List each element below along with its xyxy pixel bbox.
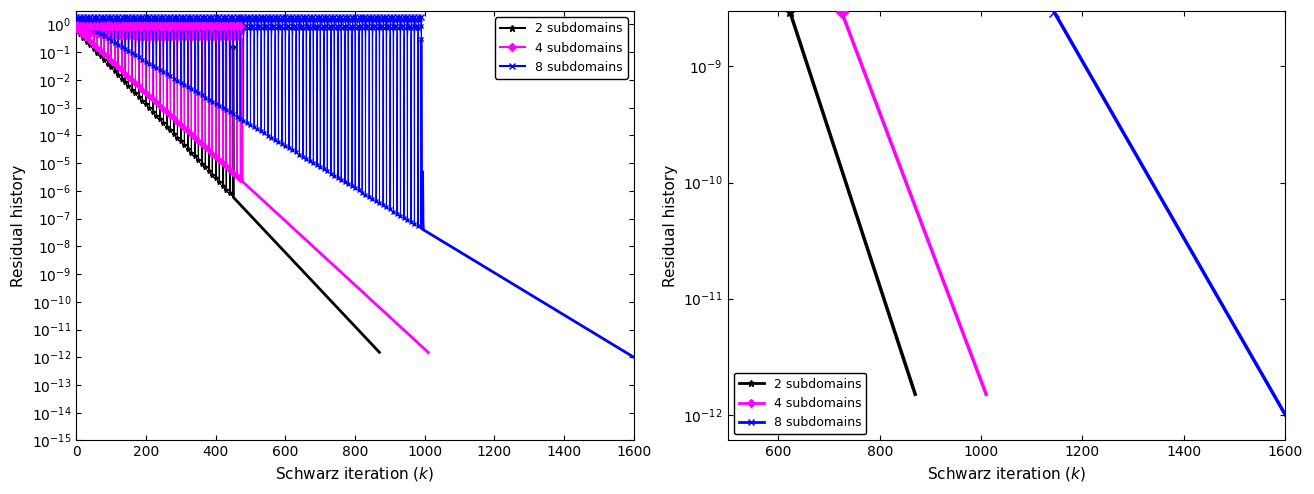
2 subdomains xyxy=(200,30,215,36)
4 subdomains xyxy=(158,25,173,31)
2 subdomains xyxy=(222,190,238,196)
2 subdomains xyxy=(845,200,861,206)
2 subdomains xyxy=(154,24,170,30)
4 subdomains xyxy=(962,347,978,353)
4 subdomains xyxy=(133,23,148,29)
2 subdomains xyxy=(76,28,92,34)
8 subdomains xyxy=(70,14,85,20)
Line: 4 subdomains: 4 subdomains xyxy=(74,24,244,181)
8 subdomains xyxy=(1242,349,1257,355)
Line: 8 subdomains: 8 subdomains xyxy=(1054,12,1285,415)
2 subdomains xyxy=(907,391,922,397)
4 subdomains xyxy=(941,292,957,298)
8 subdomains xyxy=(1116,131,1131,137)
8 subdomains xyxy=(1166,217,1181,223)
Y-axis label: Residual history: Residual history xyxy=(11,165,26,287)
4 subdomains xyxy=(853,60,869,66)
4 subdomains xyxy=(118,29,134,35)
8 subdomains xyxy=(304,20,319,26)
8 subdomains xyxy=(162,27,177,33)
8 subdomains xyxy=(1189,259,1205,265)
2 subdomains xyxy=(891,342,907,348)
X-axis label: Schwarz iteration $(k)$: Schwarz iteration $(k)$ xyxy=(276,465,435,483)
2 subdomains xyxy=(886,327,901,332)
2 subdomains xyxy=(903,377,918,383)
4 subdomains xyxy=(192,29,208,35)
8 subdomains xyxy=(121,24,137,30)
8 subdomains xyxy=(134,57,150,63)
8 subdomains xyxy=(1277,412,1293,418)
8 subdomains xyxy=(172,23,188,29)
8 subdomains xyxy=(414,36,430,42)
4 subdomains xyxy=(175,25,191,31)
Line: 4 subdomains: 4 subdomains xyxy=(842,12,987,394)
8 subdomains xyxy=(410,223,426,229)
Y-axis label: Residual history: Residual history xyxy=(662,165,678,287)
2 subdomains xyxy=(836,174,851,180)
4 subdomains xyxy=(175,23,191,29)
4 subdomains xyxy=(916,228,932,234)
4 subdomains xyxy=(234,36,250,42)
2 subdomains xyxy=(782,9,798,15)
Line: 2 subdomains: 2 subdomains xyxy=(790,12,915,394)
8 subdomains xyxy=(1093,92,1109,98)
4 subdomains xyxy=(979,391,995,397)
8 subdomains xyxy=(1046,9,1062,15)
4 subdomains xyxy=(834,9,850,15)
2 subdomains xyxy=(68,28,84,34)
2 subdomains xyxy=(70,22,85,28)
8 subdomains xyxy=(233,20,248,26)
X-axis label: Schwarz iteration $(k)$: Schwarz iteration $(k)$ xyxy=(926,465,1087,483)
Line: 2 subdomains: 2 subdomains xyxy=(74,23,235,196)
4 subdomains xyxy=(68,26,84,32)
4 subdomains xyxy=(70,23,85,29)
2 subdomains xyxy=(92,26,108,32)
Line: 8 subdomains: 8 subdomains xyxy=(74,15,423,229)
8 subdomains xyxy=(68,16,84,22)
2 subdomains xyxy=(175,22,191,28)
2 subdomains xyxy=(134,27,150,33)
Legend: 2 subdomains, 4 subdomains, 8 subdomains: 2 subdomains, 4 subdomains, 8 subdomains xyxy=(495,17,628,79)
4 subdomains xyxy=(854,64,870,70)
4 subdomains xyxy=(851,57,867,63)
8 subdomains xyxy=(1135,165,1151,170)
2 subdomains xyxy=(225,43,240,49)
4 subdomains xyxy=(233,176,248,182)
Legend: 2 subdomains, 4 subdomains, 8 subdomains: 2 subdomains, 4 subdomains, 8 subdomains xyxy=(733,372,866,434)
2 subdomains xyxy=(876,297,892,303)
